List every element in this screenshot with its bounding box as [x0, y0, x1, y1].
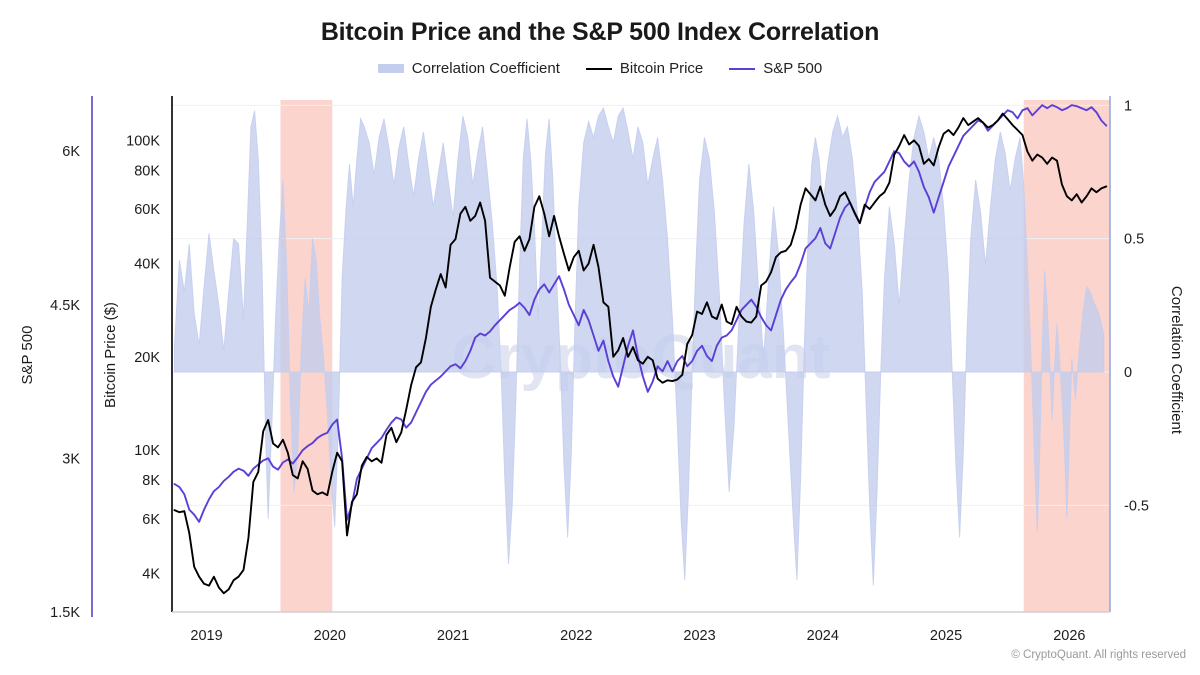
legend-label-correlation: Correlation Coefficient — [411, 60, 560, 77]
correlation-area-series — [174, 106, 1105, 586]
legend-label-sp500: S&P 500 — [763, 60, 823, 77]
sp500-series — [173, 104, 1108, 523]
x-tick-label: 2026 — [1053, 628, 1085, 644]
x-tick-label: 2020 — [314, 628, 346, 644]
y-tick-label-correlation: -0.5 — [1124, 498, 1149, 514]
y-tick-label-sp500: 3K — [62, 451, 80, 467]
legend-item-bitcoin[interactable]: Bitcoin Price — [585, 60, 704, 77]
legend-item-sp500[interactable]: S&P 500 — [729, 60, 822, 77]
bitcoin-price-line — [173, 112, 1108, 595]
y-tick-label-bitcoin: 20K — [134, 350, 160, 366]
y-tick-label-bitcoin: 40K — [134, 257, 160, 273]
x-tick-label: 2024 — [807, 628, 839, 644]
y-tick-label-sp500: 4.5K — [50, 298, 80, 314]
bitcoin-price-series — [173, 112, 1108, 595]
y-tick-label-correlation: 0.5 — [1124, 232, 1144, 248]
x-tick-label: 2021 — [437, 628, 469, 644]
y-tick-label-bitcoin: 10K — [134, 443, 160, 459]
correlation-area — [174, 106, 1105, 586]
x-tick-label: 2019 — [190, 628, 222, 644]
axis-title-correlation: Correlation Coefficient — [1168, 286, 1185, 435]
axis-title-bitcoin: Bitcoin Price ($) — [102, 302, 119, 408]
legend-swatch-correlation — [377, 64, 404, 73]
legend-line-sp500 — [729, 67, 756, 70]
y-tick-label-sp500: 6K — [62, 144, 80, 160]
y-tick-label-correlation: 0 — [1124, 365, 1132, 381]
legend-line-bitcoin — [585, 67, 612, 70]
page-title: Bitcoin Price and the S&P 500 Index Corr… — [320, 18, 880, 46]
axis-title-sp500: S&P 500 — [19, 326, 36, 385]
y-tick-label-bitcoin: 100K — [126, 133, 160, 149]
y-tick-label-bitcoin: 6K — [142, 512, 160, 528]
x-tick-label: 2025 — [930, 628, 962, 644]
y-tick-label-bitcoin: 80K — [134, 163, 160, 179]
x-tick-label: 2023 — [683, 628, 715, 644]
legend-item-correlation[interactable]: Correlation Coefficient — [377, 60, 560, 77]
y-tick-label-correlation: 1 — [1124, 98, 1132, 114]
sp500-line — [173, 104, 1108, 523]
y-tick-label-sp500: 1.5K — [50, 605, 80, 621]
legend-label-bitcoin: Bitcoin Price — [619, 60, 704, 77]
y-tick-label-bitcoin: 8K — [142, 473, 160, 489]
x-tick-label: 2022 — [560, 628, 592, 644]
copyright-credit: © CryptoQuant. All rights reserved — [1011, 649, 1186, 661]
y-tick-label-bitcoin: 4K — [142, 566, 160, 582]
y-tick-label-bitcoin: 60K — [134, 202, 160, 218]
chart-legend: Correlation Coefficient Bitcoin Price S&… — [0, 60, 1200, 77]
